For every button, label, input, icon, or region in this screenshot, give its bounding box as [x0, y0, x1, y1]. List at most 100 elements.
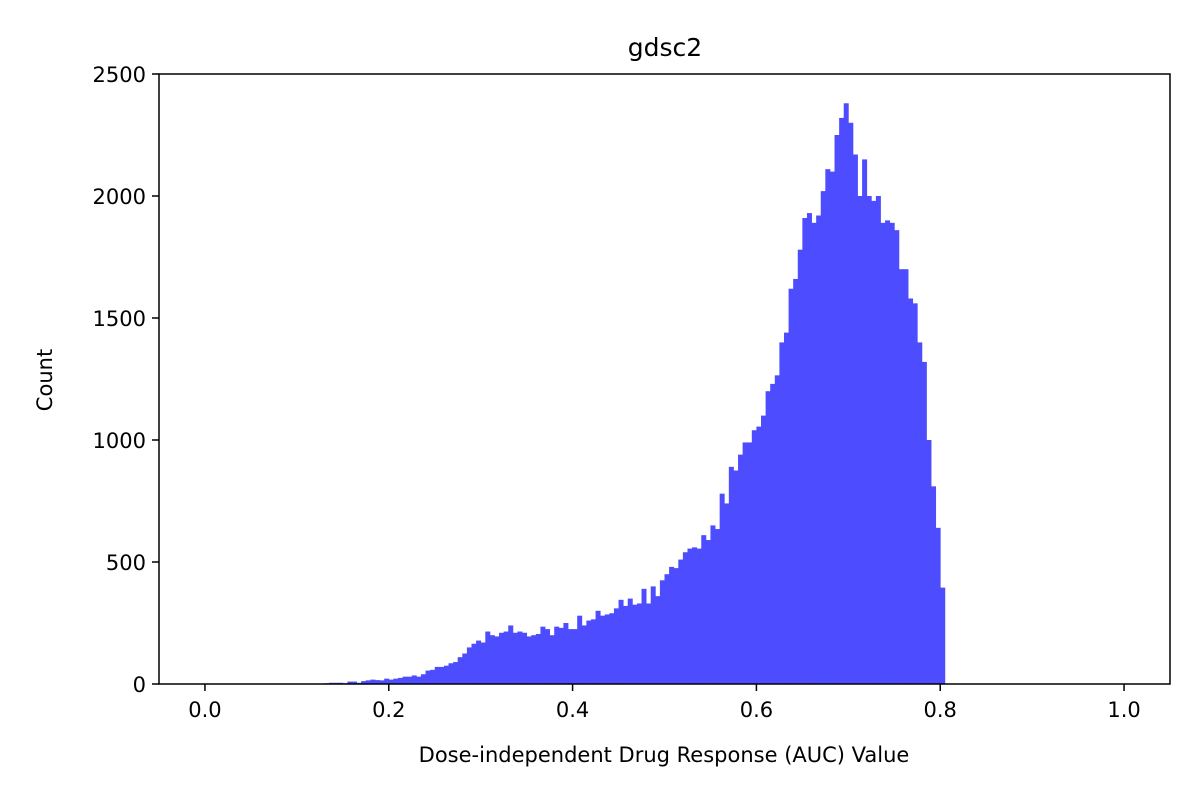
histogram-bar [462, 653, 468, 684]
histogram-bar [921, 361, 927, 684]
histogram-bar [696, 548, 702, 684]
histogram-bar [430, 669, 436, 684]
histogram-bar [568, 629, 573, 684]
histogram-bar [600, 615, 606, 684]
histogram-bar [885, 220, 891, 684]
histogram-bar [715, 529, 721, 684]
histogram-bar [710, 525, 716, 684]
histogram-bar [480, 642, 486, 684]
histogram-bar [811, 222, 817, 684]
histogram-bar [397, 677, 403, 684]
histogram-bar [783, 332, 789, 684]
histogram-bar [908, 298, 914, 684]
histogram-bar [545, 629, 551, 684]
histogram-bar [613, 608, 619, 684]
histogram-bar [531, 635, 537, 684]
histogram-bar [499, 632, 505, 684]
histogram-bar [742, 442, 748, 684]
histogram-bar [788, 288, 794, 684]
histogram-bar [554, 626, 560, 684]
histogram-bar [779, 342, 785, 684]
histogram-bar [834, 135, 840, 684]
x-axis-title: Dose-independent Drug Response (AUC) Val… [419, 743, 910, 767]
histogram-bar [563, 623, 569, 684]
histogram-bar [586, 620, 592, 684]
y-tick-label: 1000 [93, 429, 146, 453]
histogram-bar [558, 627, 564, 684]
histogram-bar [466, 647, 472, 684]
histogram-bar [848, 122, 854, 685]
histogram-bar [434, 666, 440, 684]
histogram-bar [379, 680, 385, 684]
histogram-bar [540, 626, 546, 684]
plot-area-frame [158, 73, 1171, 685]
histogram-bar [738, 454, 744, 684]
chart-title: gdsc2 [628, 33, 702, 62]
y-axis-ticks: 0 500 1000 1500 2000 2500 [93, 63, 159, 697]
histogram-bar [751, 430, 757, 684]
histogram-bar [724, 503, 730, 684]
histogram-bar [774, 375, 780, 684]
histogram-bar [572, 629, 578, 684]
histogram-bar [806, 213, 812, 684]
histogram-bar [416, 676, 422, 684]
histogram-bar [719, 493, 725, 684]
histogram-bar [636, 603, 642, 684]
x-tick-label: 0.0 [188, 698, 221, 722]
histogram-bar [361, 681, 367, 684]
x-tick-label: 1.0 [1107, 698, 1140, 722]
histogram-bar [917, 342, 923, 684]
x-axis-ticks: 0.0 0.2 0.4 0.6 0.8 1.0 [188, 684, 1141, 722]
histogram-bar [439, 666, 445, 684]
y-tick-label: 1500 [93, 307, 146, 331]
histogram-bar [425, 670, 431, 684]
y-tick-label: 0 [133, 673, 146, 697]
histogram-bar [825, 169, 831, 684]
histogram-bar [609, 613, 615, 684]
histogram-bar [650, 586, 656, 684]
histogram-bar [485, 631, 491, 684]
histogram-bar [747, 442, 753, 684]
histogram-bar [903, 269, 909, 684]
histogram-bar [393, 678, 399, 684]
histogram-bar [926, 440, 932, 684]
histogram-bar [522, 632, 528, 684]
histogram-bar [673, 568, 679, 684]
histogram-bar [659, 580, 665, 684]
histogram-bar [489, 635, 495, 684]
histogram-bar [940, 587, 946, 684]
histogram-bar [512, 632, 518, 684]
histogram-bar [503, 631, 509, 684]
histogram-bar [457, 657, 463, 684]
y-tick-label: 2500 [93, 63, 146, 87]
histogram-bar [931, 486, 937, 684]
histogram-bar [655, 596, 661, 684]
histogram-bar [857, 196, 863, 684]
histogram-bar [692, 547, 698, 684]
histogram-bar [682, 552, 688, 684]
histogram-bar [508, 625, 514, 684]
histogram-bar [669, 566, 675, 684]
histogram-bar [370, 679, 376, 684]
histogram-bar [577, 615, 583, 684]
histogram-bar [581, 625, 587, 684]
histogram-bar [407, 676, 413, 684]
histogram-bar [595, 610, 601, 684]
histogram-bar [912, 303, 918, 684]
histogram-bar [701, 535, 707, 684]
histogram-bar [793, 278, 799, 684]
histogram-bar [733, 470, 739, 684]
x-tick-label: 0.6 [740, 698, 773, 722]
histogram-bar [728, 466, 734, 684]
histogram-bar [843, 103, 849, 684]
x-tick-label: 0.2 [372, 698, 405, 722]
y-tick-label: 500 [106, 551, 146, 575]
histogram-bar [471, 643, 477, 684]
histogram-bar [494, 636, 500, 684]
histogram-bar [627, 598, 633, 684]
histogram-bar [839, 117, 845, 685]
histogram-bar [443, 665, 449, 684]
histogram-bar [618, 599, 624, 684]
histogram-bar [448, 663, 454, 684]
histogram-bar [880, 222, 886, 684]
